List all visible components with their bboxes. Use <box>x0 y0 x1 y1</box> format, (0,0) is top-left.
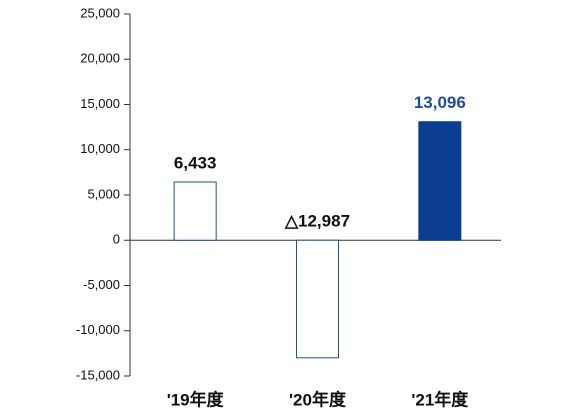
bar <box>418 121 462 241</box>
y-tick-label: 5,000 <box>87 186 120 201</box>
x-tick-label: '21年度 <box>411 389 469 409</box>
y-tick-label: 0 <box>113 232 120 247</box>
y-tick-label: 10,000 <box>80 141 120 156</box>
y-tick-label: -15,000 <box>76 367 120 382</box>
value-label: 13,096 <box>414 93 466 112</box>
value-label: △12,987 <box>284 212 350 231</box>
y-tick-label: -10,000 <box>76 322 120 337</box>
y-tick-label: 15,000 <box>80 96 120 111</box>
bar <box>296 239 339 359</box>
x-tick-label: '20年度 <box>289 389 347 409</box>
y-tick-label: 20,000 <box>80 51 120 66</box>
value-label: 6,433 <box>174 154 217 173</box>
bar <box>173 181 217 241</box>
x-tick-label: '19年度 <box>167 389 225 409</box>
y-tick-label: -5,000 <box>83 277 120 292</box>
y-tick-label: 25,000 <box>80 5 120 20</box>
